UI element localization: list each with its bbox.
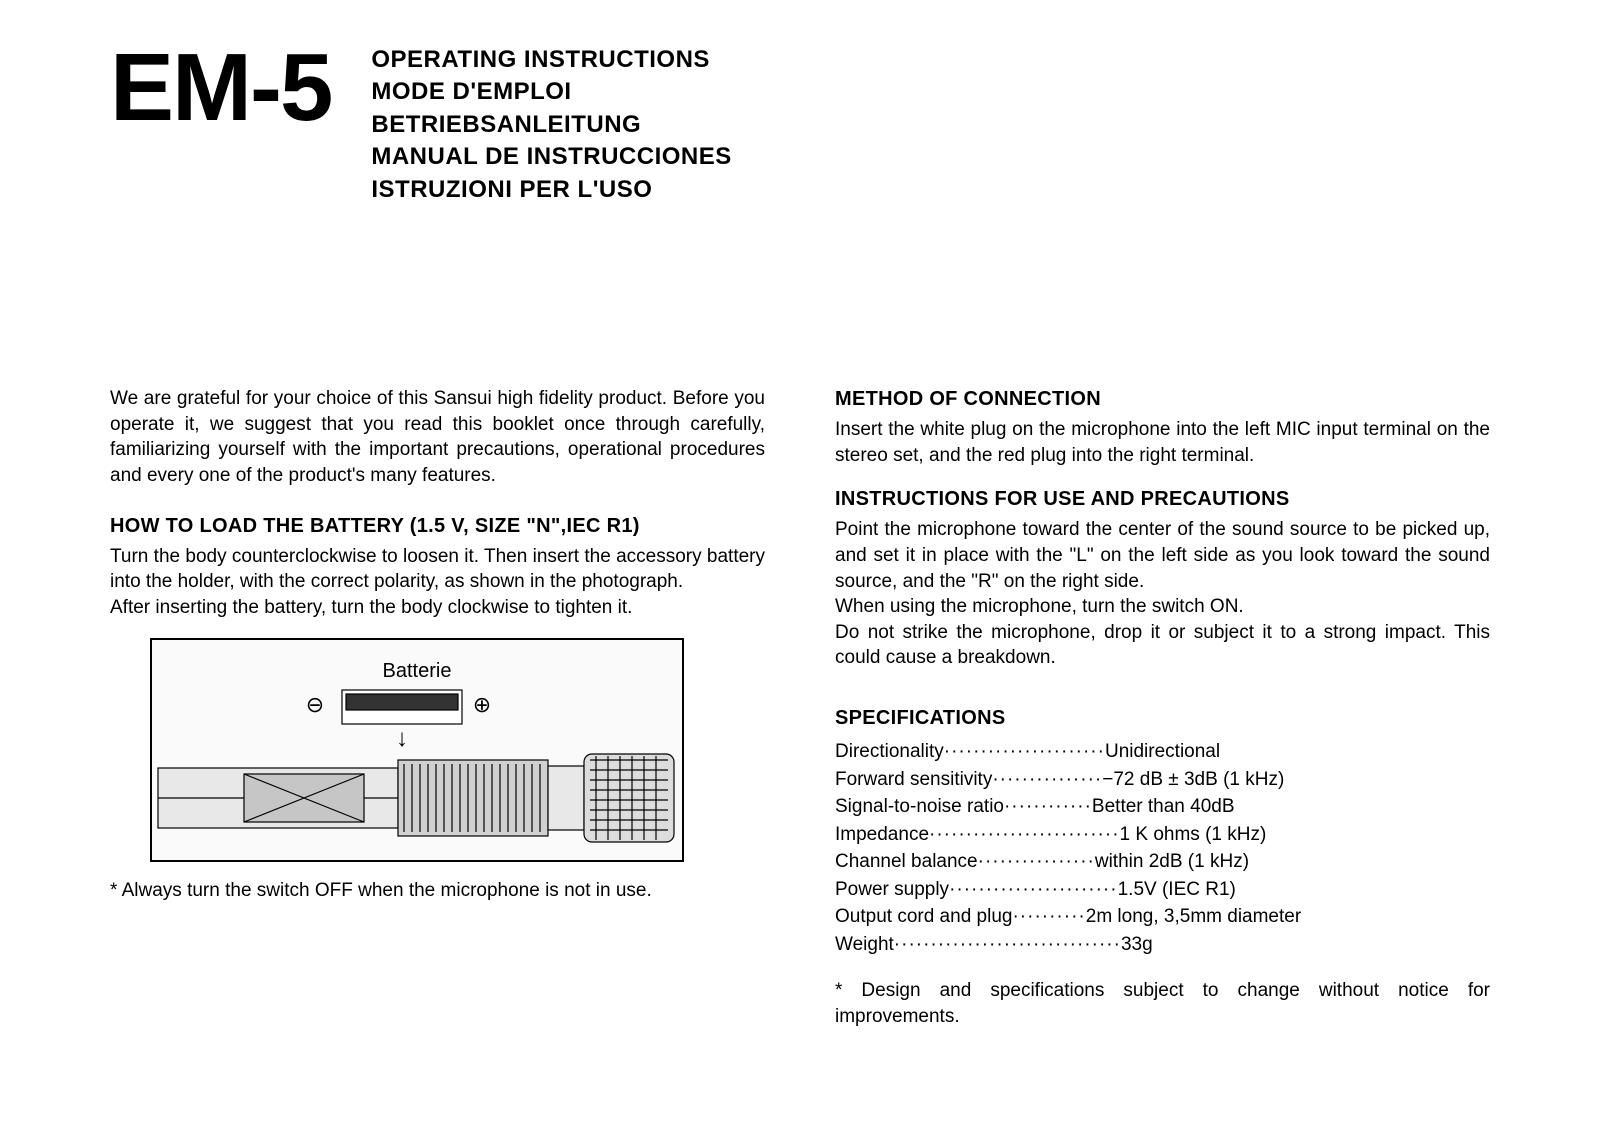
spec-list: Directionality ······················ Un… [835, 738, 1490, 958]
use-heading: INSTRUCTIONS FOR USE AND PRECAUTIONS [835, 486, 1490, 513]
spec-row: Impedance ·························· 1 K… [835, 821, 1490, 849]
title-line-5: ISTRUZIONI PER L'USO [371, 174, 731, 206]
spec-row: Output cord and plug ·········· 2m long,… [835, 903, 1490, 931]
spec-value: Unidirectional [1105, 738, 1220, 766]
arrow-down-icon: ↓ [396, 725, 408, 752]
spec-value: 2m long, 3,5mm diameter [1086, 903, 1301, 931]
spec-value: within 2dB (1 kHz) [1095, 848, 1249, 876]
battery-heading: HOW TO LOAD THE BATTERY (1.5 V, SIZE "N"… [110, 513, 765, 540]
minus-symbol: ⊖ [306, 692, 324, 717]
spec-footnote: * Design and specifications subject to c… [835, 978, 1490, 1029]
two-column-body: We are grateful for your choice of this … [110, 386, 1490, 1030]
plus-symbol: ⊕ [473, 692, 491, 717]
model-name: EM-5 [110, 40, 331, 136]
spec-value: 1 K ohms (1 kHz) [1120, 821, 1267, 849]
right-column: METHOD OF CONNECTION Insert the white pl… [835, 386, 1490, 1030]
spec-dots: ·························· [929, 821, 1120, 849]
title-line-4: MANUAL DE INSTRUCCIONES [371, 141, 731, 173]
left-column: We are grateful for your choice of this … [110, 386, 765, 1030]
spec-dots: ·········· [1012, 903, 1085, 931]
title-line-3: BETRIEBSANLEITUNG [371, 109, 731, 141]
spec-row: Signal-to-noise ratio ············ Bette… [835, 793, 1490, 821]
spec-row: Directionality ······················ Un… [835, 738, 1490, 766]
document-page: EM-5 OPERATING INSTRUCTIONS MODE D'EMPLO… [0, 0, 1600, 1070]
spec-dots: ··············· [992, 766, 1102, 794]
spec-label: Weight [835, 931, 894, 959]
spec-row: Power supply ······················· 1.5… [835, 876, 1490, 904]
spec-heading: SPECIFICATIONS [835, 705, 1490, 732]
use-body: Point the microphone toward the center o… [835, 517, 1490, 671]
spec-label: Forward sensitivity [835, 766, 992, 794]
spec-value: −72 dB ± 3dB (1 kHz) [1102, 766, 1284, 794]
spec-dots: ······················ [944, 738, 1105, 766]
spec-dots: ············ [1004, 793, 1092, 821]
spec-value: 1.5V (IEC R1) [1118, 876, 1236, 904]
battery-diagram: Batterie ⊖ ⊕ ↓ [150, 638, 684, 862]
spec-row: Weight ······························· 3… [835, 931, 1490, 959]
spec-dots: ······················· [949, 876, 1118, 904]
microphone-illustration: ⊖ ⊕ ↓ [152, 640, 682, 860]
spec-dots: ················ [978, 848, 1095, 876]
title-line-2: MODE D'EMPLOI [371, 76, 731, 108]
spec-dots: ······························· [894, 931, 1121, 959]
spec-label: Channel balance [835, 848, 978, 876]
spec-label: Signal-to-noise ratio [835, 793, 1004, 821]
battery-body: Turn the body counterclockwise to loosen… [110, 544, 765, 621]
spec-value: 33g [1121, 931, 1153, 959]
title-line-1: OPERATING INSTRUCTIONS [371, 44, 731, 76]
spec-label: Output cord and plug [835, 903, 1012, 931]
spec-label: Impedance [835, 821, 929, 849]
spec-label: Directionality [835, 738, 944, 766]
spec-label: Power supply [835, 876, 949, 904]
title-block: OPERATING INSTRUCTIONS MODE D'EMPLOI BET… [371, 40, 731, 206]
connection-body: Insert the white plug on the microphone … [835, 417, 1490, 468]
connection-heading: METHOD OF CONNECTION [835, 386, 1490, 413]
spec-row: Channel balance ················ within … [835, 848, 1490, 876]
header-row: EM-5 OPERATING INSTRUCTIONS MODE D'EMPLO… [110, 40, 1490, 206]
intro-paragraph: We are grateful for your choice of this … [110, 386, 765, 489]
spec-value: Better than 40dB [1092, 793, 1235, 821]
switch-off-footnote: * Always turn the switch OFF when the mi… [110, 878, 765, 904]
spec-row: Forward sensitivity ··············· −72 … [835, 766, 1490, 794]
